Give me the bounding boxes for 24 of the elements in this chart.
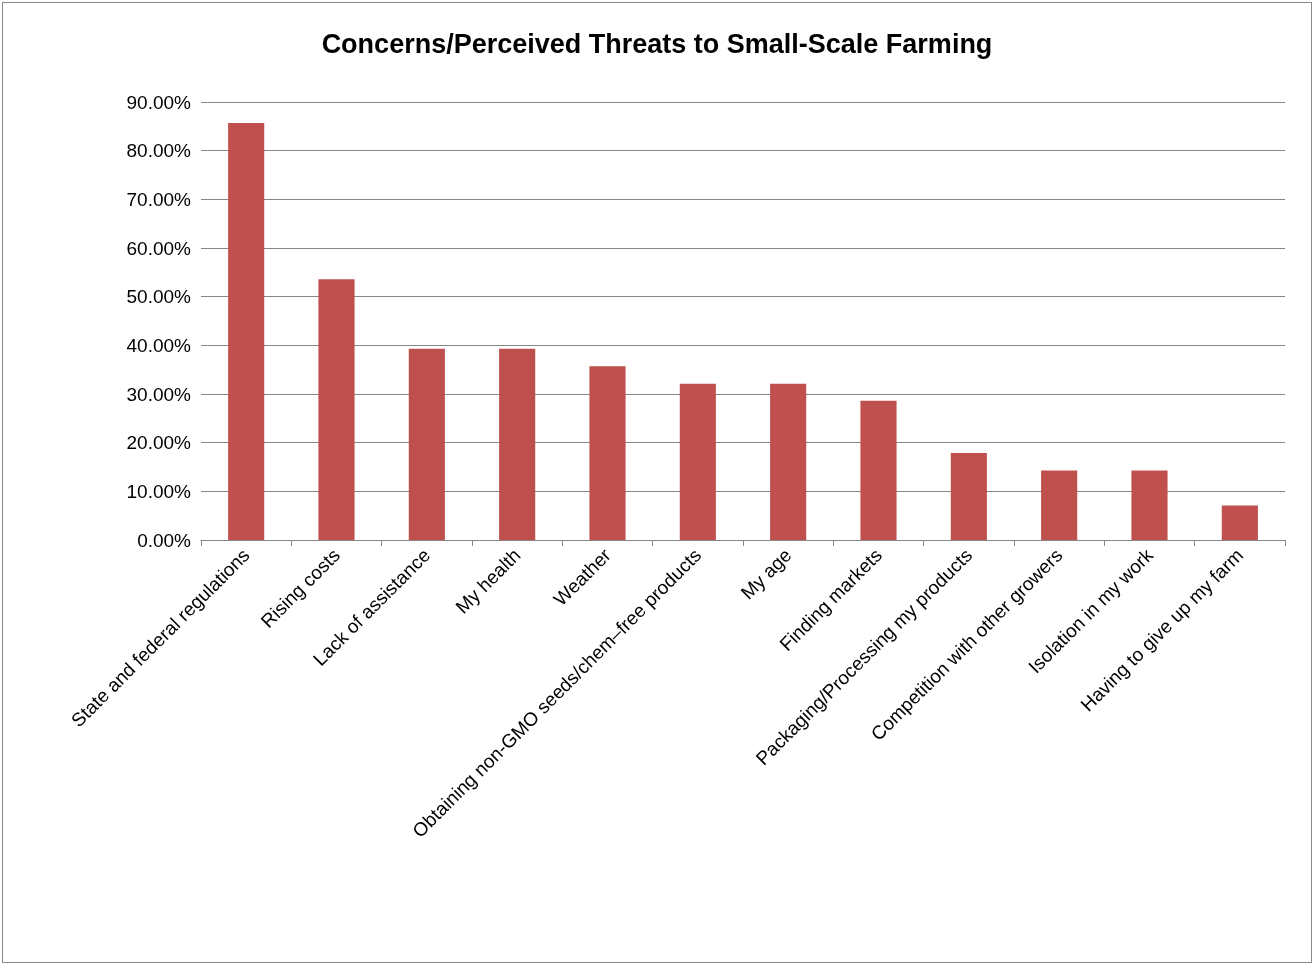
bar [1131, 470, 1168, 540]
y-tick-label: 20.00% [126, 432, 192, 454]
bar [679, 383, 716, 540]
y-tick-label: 70.00% [126, 188, 192, 210]
chart-title: Concerns/Perceived Threats to Small-Scale Farming [321, 28, 993, 59]
bar [860, 400, 897, 540]
y-tick-label: 40.00% [126, 334, 192, 356]
bar [408, 348, 445, 540]
y-tick-label: 50.00% [126, 286, 192, 308]
bar [950, 452, 987, 540]
y-tick-label: 60.00% [126, 237, 192, 259]
x-tick-label: My age [736, 544, 796, 604]
y-tick-label: 30.00% [126, 383, 192, 405]
y-tick-label: 0.00% [137, 529, 192, 551]
y-tick-label: 80.00% [126, 140, 192, 162]
bar [1041, 470, 1078, 540]
bar [499, 348, 536, 540]
bar [589, 366, 626, 540]
y-tick-label: 10.00% [126, 480, 192, 502]
bar [228, 122, 265, 540]
bar [770, 383, 807, 540]
bar [318, 279, 355, 540]
y-tick-label: 90.00% [126, 91, 192, 113]
bar [1221, 505, 1258, 540]
